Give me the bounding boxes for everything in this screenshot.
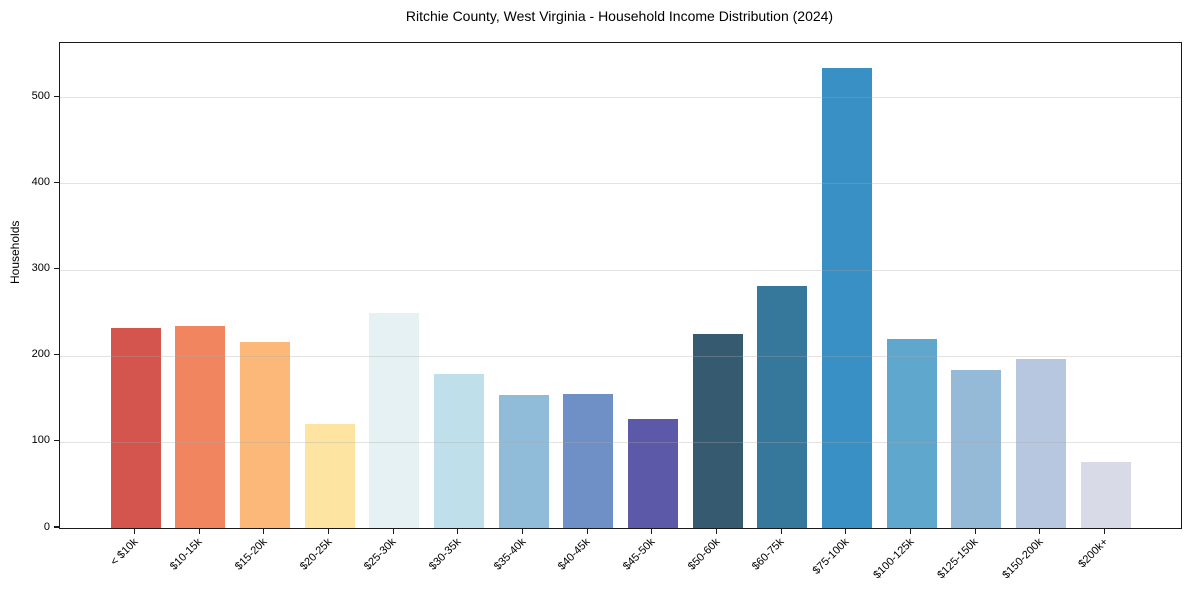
y-tick-label: 300 [31,262,50,275]
y-tick-mark [54,526,59,528]
y-tick-mark [54,181,59,183]
y-tick-mark [54,354,59,356]
gridline [60,183,1181,185]
x-tick-mark [392,528,394,534]
y-tick-label: 400 [31,175,50,188]
y-tick-mark [54,95,59,97]
y-tick-label: 0 [43,520,50,533]
chart-title: Ritchie County, West Virginia - Househol… [405,8,834,24]
plot-area [59,42,1182,529]
x-tick-mark [586,528,588,534]
bar [1080,461,1131,528]
x-tick-label: < $10k [107,536,140,569]
bar [239,341,290,528]
bar [498,394,549,528]
bar [1015,359,1066,528]
x-tick-mark [327,528,330,534]
x-tick-mark [1039,528,1041,534]
x-tick-mark [651,528,653,534]
bar [175,326,226,528]
bar [110,328,161,528]
bar [369,312,420,528]
x-tick-mark [198,528,200,534]
bar [304,423,355,528]
y-tick-mark [54,268,59,270]
x-tick-mark [715,528,718,534]
bar [757,285,808,528]
x-tick-mark [974,528,976,534]
gridline [60,355,1181,357]
bar [563,393,614,528]
bar [692,334,743,528]
y-tick-label: 100 [31,434,50,447]
bar [433,373,484,528]
gridline [60,269,1181,271]
x-tick-mark [909,528,912,534]
bar [627,418,678,528]
x-tick-mark [133,528,136,534]
gridline [60,441,1181,443]
x-tick-mark [263,528,265,534]
y-tick-label: 200 [31,348,50,361]
x-tick-mark [780,528,782,534]
bar [821,68,872,528]
x-tick-mark [457,528,459,534]
x-tick-mark [845,528,847,534]
bar [951,370,1002,528]
bar [886,338,937,528]
y-tick-mark [54,440,59,442]
gridline [60,97,1181,99]
x-tick-mark [521,528,524,534]
y-tick-label: 500 [31,89,50,102]
x-tick-mark [1104,528,1106,534]
